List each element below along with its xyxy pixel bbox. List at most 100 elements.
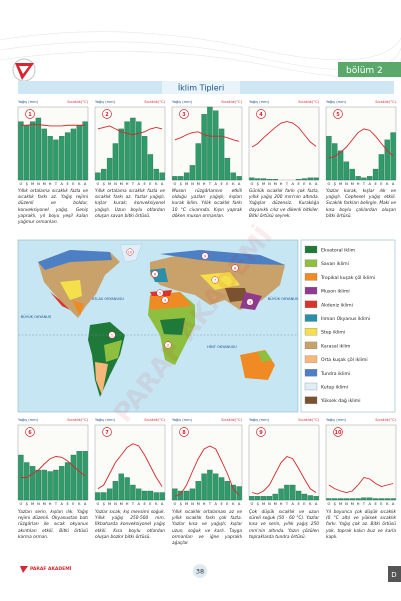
map-marker-label: 4 xyxy=(164,298,167,302)
precipitation-bar xyxy=(178,176,184,181)
month-label: K xyxy=(309,502,312,506)
map-marker xyxy=(126,248,134,256)
month-label: N xyxy=(268,182,271,186)
precipitation-bar xyxy=(343,498,350,501)
precipitation-bar xyxy=(141,136,148,181)
legend-swatch xyxy=(304,259,318,267)
precipitation-bar xyxy=(195,481,201,501)
month-label: O xyxy=(173,502,176,506)
month-label: A xyxy=(61,182,64,186)
map-marker xyxy=(108,331,116,339)
temperature-axis-label: Sıcaklık(°C) xyxy=(221,418,242,422)
month-label: E xyxy=(226,502,229,506)
month-label: T xyxy=(208,502,212,506)
month-label: M xyxy=(43,182,46,186)
month-label: O xyxy=(173,182,176,186)
month-label: O xyxy=(19,182,22,186)
month-label: A xyxy=(315,502,318,506)
precipitation-bar xyxy=(95,172,101,181)
legend-label: Ilıman Okyanus iklimi xyxy=(321,316,370,322)
chart-number: 4 xyxy=(259,112,263,118)
map-marker xyxy=(246,298,254,306)
precipitation-bar xyxy=(224,481,231,501)
month-label: M xyxy=(31,182,34,186)
precipitation-bar xyxy=(326,498,332,501)
map-marker xyxy=(231,264,239,272)
chart-number: 10 xyxy=(335,430,342,436)
number-badge xyxy=(25,109,35,119)
precipitation-bar xyxy=(355,498,361,501)
month-label: M xyxy=(120,182,123,186)
page-title: İklim Tipleri xyxy=(178,83,224,93)
map-marker xyxy=(201,252,209,260)
month-label: M xyxy=(351,502,354,506)
month-label: A xyxy=(238,502,241,506)
climate-description: Yıl boyunca çok düşük sıcaklık (0 °C alt… xyxy=(326,510,396,540)
month-label: T xyxy=(362,502,366,506)
month-label: M xyxy=(274,502,277,506)
map-marker-label: 5 xyxy=(159,291,161,295)
climate-description: Yazlar sıcak, kış mevsimi soğuk. Yıllık … xyxy=(95,510,165,540)
month-label: M xyxy=(197,182,200,186)
number-badge xyxy=(102,109,112,119)
precipitation-bar xyxy=(159,172,165,181)
precipitation-bar xyxy=(47,136,53,181)
temperature-line xyxy=(97,125,163,136)
ocean-label: BÜYÜK OKYANUS xyxy=(268,296,299,301)
precipitation-bar xyxy=(178,490,184,501)
plot-frame xyxy=(248,106,320,181)
precipitation-axis-label: Yağış (mm) xyxy=(326,100,347,104)
month-label: H xyxy=(126,502,129,506)
month-label: K xyxy=(232,182,235,186)
temperature-line xyxy=(328,476,394,493)
precipitation-bar xyxy=(337,498,344,501)
precipitation-bar xyxy=(301,178,308,181)
precipitation-bar xyxy=(295,490,302,501)
precipitation-bar xyxy=(153,168,159,181)
precipitation-bar xyxy=(95,492,101,501)
map-marker xyxy=(156,289,164,297)
page-number-badge xyxy=(193,564,207,578)
month-label: T xyxy=(54,502,58,506)
map-marker-label: 2 xyxy=(167,343,169,347)
precipitation-bar xyxy=(59,136,65,181)
month-label: T xyxy=(131,502,135,506)
precipitation-bar xyxy=(384,139,390,181)
precipitation-bar xyxy=(53,469,59,501)
month-label: O xyxy=(96,182,99,186)
precipitation-bar xyxy=(349,168,355,181)
precipitation-bar xyxy=(249,177,255,181)
side-tab-label: D xyxy=(391,571,396,579)
precipitation-bar xyxy=(53,139,59,181)
precipitation-bar xyxy=(112,143,119,181)
month-label: Ş xyxy=(334,182,337,186)
chart-number: 9 xyxy=(259,430,263,436)
precipitation-bar xyxy=(76,451,82,501)
precipitation-bar xyxy=(112,481,119,501)
precipitation-bar xyxy=(272,493,278,501)
month-label: Ş xyxy=(334,502,337,506)
month-label: K xyxy=(232,502,235,506)
map-marker-label: 10 xyxy=(128,250,132,254)
precipitation-axis-label: Yağış (mm) xyxy=(249,100,270,104)
month-label: Ş xyxy=(103,182,106,186)
number-badge xyxy=(102,427,112,437)
month-label: M xyxy=(31,502,34,506)
temperature-axis-label: Sıcaklık(°C) xyxy=(144,418,165,422)
precipitation-bar xyxy=(384,498,390,501)
month-label: A xyxy=(392,502,395,506)
legend-label: Step iklimi xyxy=(321,330,345,336)
month-label: N xyxy=(345,182,348,186)
month-label: K xyxy=(78,502,81,506)
legend-swatch xyxy=(304,355,318,363)
precipitation-bar xyxy=(218,477,225,501)
month-label: O xyxy=(327,182,330,186)
temperature-line xyxy=(20,124,86,127)
temperature-axis-label: Sıcaklık(°C) xyxy=(67,418,88,422)
month-label: N xyxy=(191,182,194,186)
precipitation-bar xyxy=(70,128,77,181)
map-marker-label: 9 xyxy=(204,254,206,258)
precipitation-bar xyxy=(349,498,355,501)
map-marker xyxy=(151,270,159,278)
